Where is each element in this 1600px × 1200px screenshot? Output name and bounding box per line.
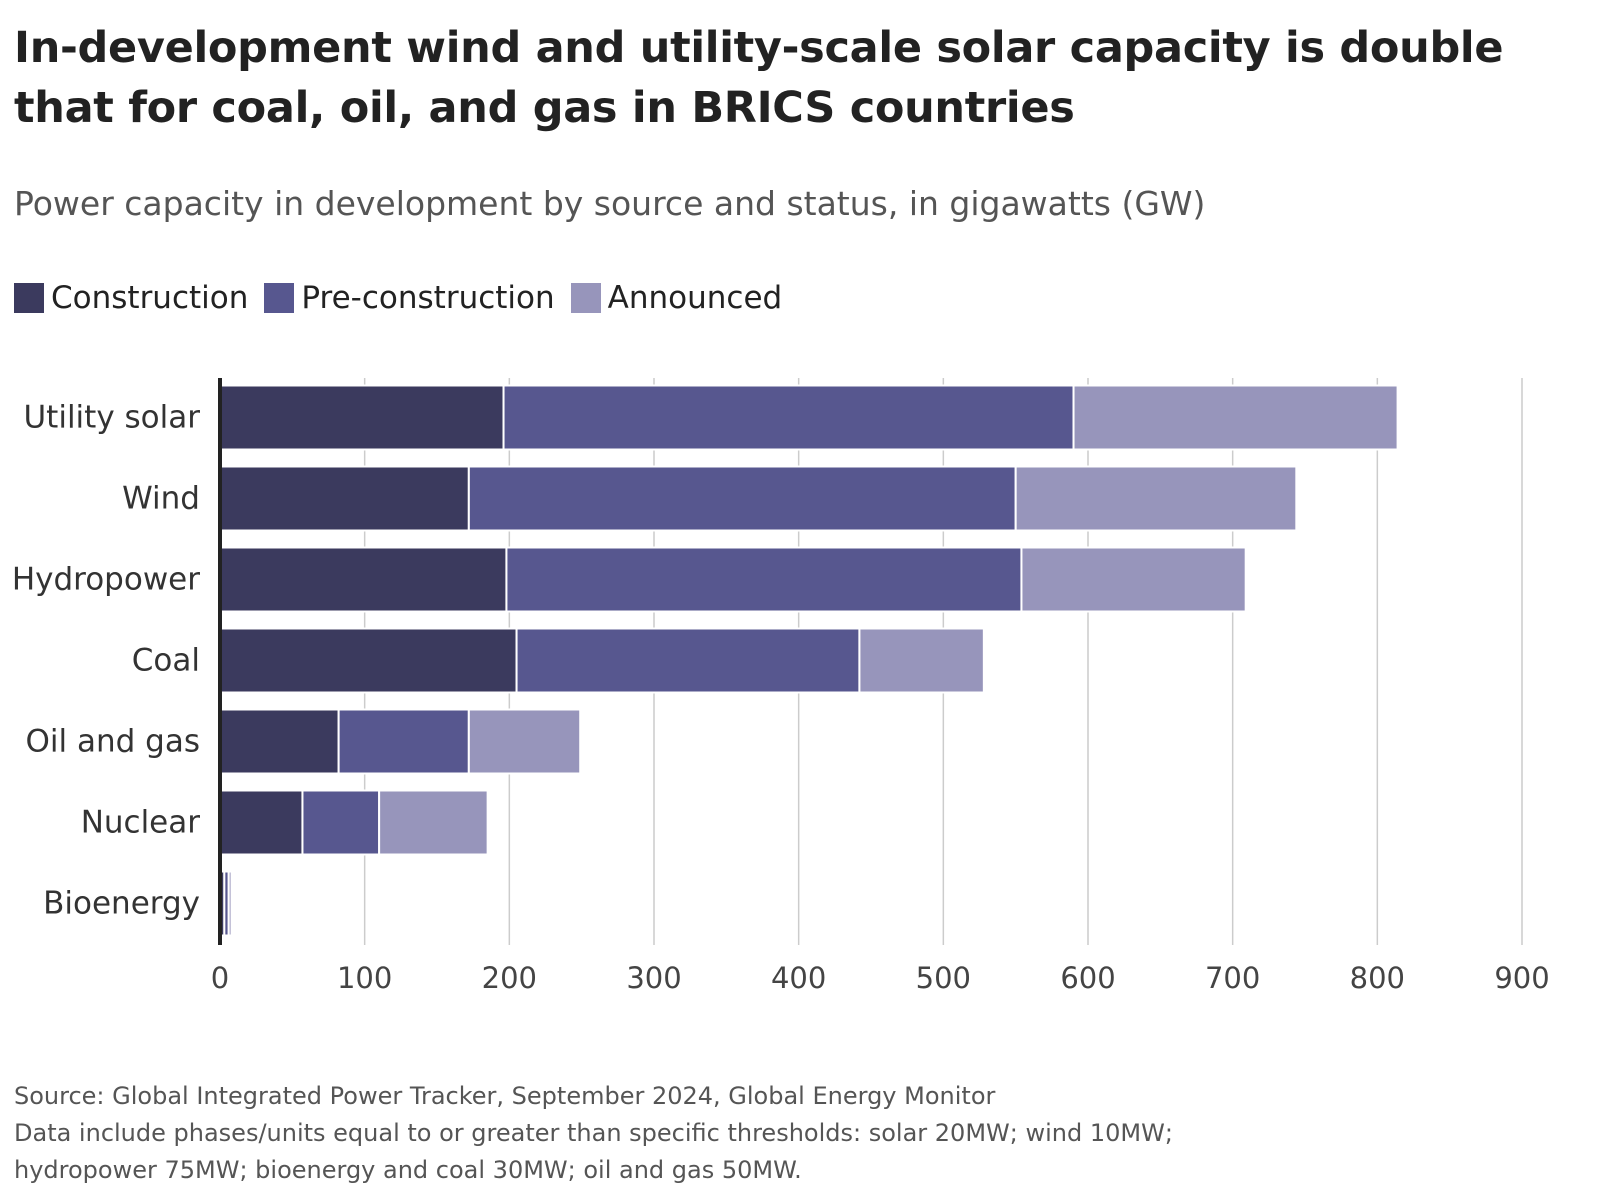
chart-subtitle: Power capacity in development by source … <box>14 184 1206 223</box>
chart-notes: Source: Global Integrated Power Tracker,… <box>14 1078 1574 1189</box>
bar-segment <box>219 384 505 451</box>
bar-segment <box>219 627 518 694</box>
bar-segment <box>1020 546 1247 613</box>
legend-item-construction: Construction <box>14 280 248 316</box>
bar-segment <box>1014 465 1298 532</box>
chart-title-line-1: In-development wind and utility-scale so… <box>14 23 1504 73</box>
category-label: Coal <box>132 643 200 679</box>
x-tick-label: 700 <box>1205 961 1260 995</box>
bar-segment <box>467 465 1017 532</box>
bar-segment <box>502 384 1075 451</box>
legend-label-pre-construction: Pre-construction <box>301 280 555 316</box>
bar-segment <box>505 546 1023 613</box>
bar-segment <box>858 627 985 694</box>
legend-label-construction: Construction <box>51 280 249 316</box>
category-label: Wind <box>122 481 200 517</box>
bar-segment <box>337 708 470 775</box>
legend-swatch-construction <box>14 283 44 313</box>
source-note: Source: Global Integrated Power Tracker,… <box>14 1082 996 1110</box>
bar-segment <box>301 789 381 856</box>
x-tick-label: 400 <box>771 961 826 995</box>
chart-title: In-development wind and utility-scale so… <box>14 18 1574 138</box>
bar-segment <box>378 789 489 856</box>
x-tick-label: 500 <box>916 961 971 995</box>
x-tick-label: 800 <box>1350 961 1405 995</box>
bar-segment <box>515 627 861 694</box>
bar-segment <box>219 465 470 532</box>
category-label: Hydropower <box>12 562 200 598</box>
category-label: Oil and gas <box>26 724 200 760</box>
bar-segment <box>219 789 304 856</box>
bar-segment <box>219 708 340 775</box>
legend-item-announced: Announced <box>570 280 783 316</box>
threshold-note-line-1: Data include phases/units equal to or gr… <box>14 1119 1173 1147</box>
chart-legend: Construction Pre-construction Announced <box>14 280 798 316</box>
legend-swatch-announced <box>570 283 601 313</box>
x-tick-label: 0 <box>211 961 229 995</box>
x-tick-label: 100 <box>337 961 392 995</box>
bar-segment <box>219 546 508 613</box>
category-label: Utility solar <box>23 400 200 436</box>
legend-label-announced: Announced <box>607 280 783 316</box>
x-tick-label: 900 <box>1494 961 1549 995</box>
x-tick-label: 200 <box>482 961 537 995</box>
chart-title-line-2: that for coal, oil, and gas in BRICS cou… <box>14 83 1075 133</box>
bar-segment <box>1072 384 1399 451</box>
threshold-note-line-2: hydropower 75MW; bioenergy and coal 30MW… <box>14 1156 802 1184</box>
x-tick-label: 300 <box>626 961 681 995</box>
bar-segment <box>227 870 233 937</box>
bar-segment <box>467 708 582 775</box>
category-label: Nuclear <box>81 805 201 841</box>
legend-swatch-pre-construction <box>264 283 295 313</box>
x-tick-label: 600 <box>1060 961 1115 995</box>
category-label: Bioenergy <box>43 886 200 922</box>
legend-item-pre-construction: Pre-construction <box>264 280 555 316</box>
bar-chart-plot: Utility solar Wind Hydropower Coal Oil and g… <box>12 378 1550 995</box>
